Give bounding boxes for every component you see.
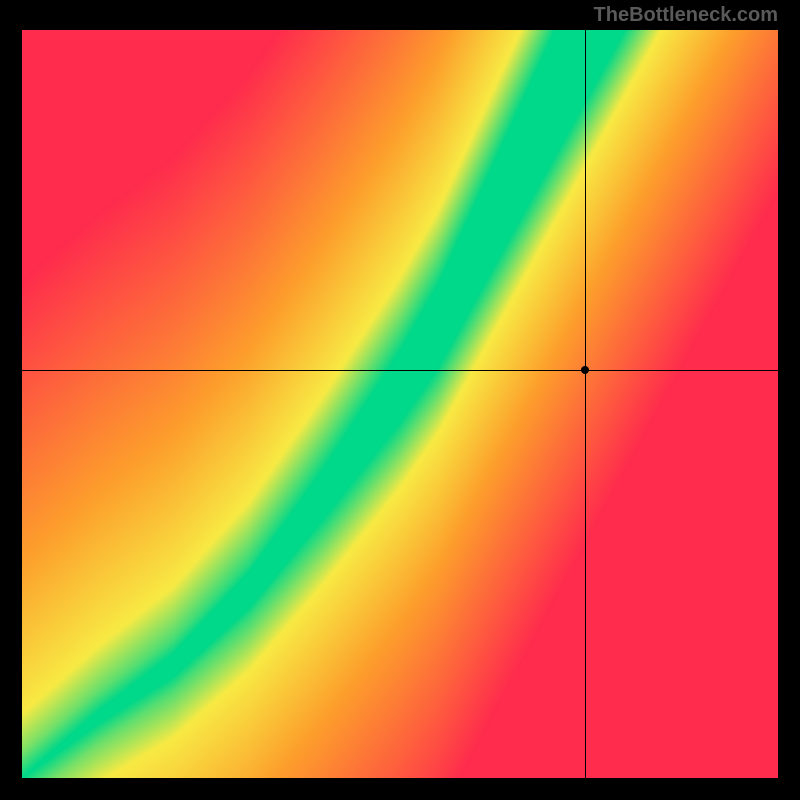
crosshair-vertical bbox=[585, 30, 586, 778]
chart-container: TheBottleneck.com bbox=[0, 0, 800, 800]
attribution-label: TheBottleneck.com bbox=[594, 4, 778, 27]
bottleneck-heatmap bbox=[22, 30, 778, 778]
crosshair-marker bbox=[581, 366, 589, 374]
crosshair-horizontal bbox=[22, 370, 778, 371]
